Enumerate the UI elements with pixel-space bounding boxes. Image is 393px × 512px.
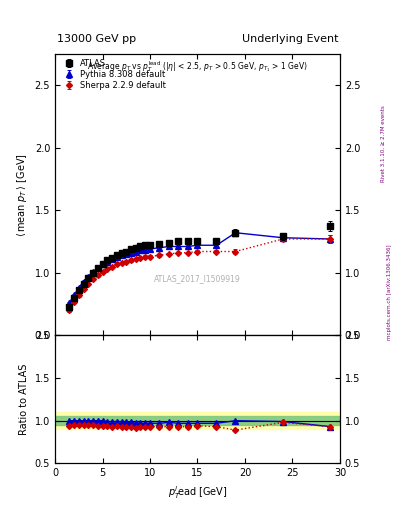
Text: Average $p_T$ vs $p_T^{\rm lead}$ ($|\eta|$ < 2.5, $p_T$ > 0.5 GeV, $p_{T_1}$ > : Average $p_T$ vs $p_T^{\rm lead}$ ($|\et… xyxy=(87,59,308,74)
Y-axis label: Ratio to ATLAS: Ratio to ATLAS xyxy=(19,364,29,435)
Text: mcplots.cern.ch [arXiv:1306.3436]: mcplots.cern.ch [arXiv:1306.3436] xyxy=(387,244,391,339)
Text: ATLAS_2017_I1509919: ATLAS_2017_I1509919 xyxy=(154,274,241,284)
X-axis label: $p_T^l\!$ead [GeV]: $p_T^l\!$ead [GeV] xyxy=(168,484,227,501)
Text: 13000 GeV pp: 13000 GeV pp xyxy=(57,33,136,44)
Legend: ATLAS, Pythia 8.308 default, Sherpa 2.2.9 default: ATLAS, Pythia 8.308 default, Sherpa 2.2.… xyxy=(58,57,169,93)
Bar xyxy=(55,412,340,429)
Bar xyxy=(55,416,340,425)
Text: Underlying Event: Underlying Event xyxy=(242,33,339,44)
Text: Rivet 3.1.10, ≥ 2.7M events: Rivet 3.1.10, ≥ 2.7M events xyxy=(381,105,386,182)
Y-axis label: $\langle\,\mathrm{mean}\;p_T\,\rangle$ [GeV]: $\langle\,\mathrm{mean}\;p_T\,\rangle$ [… xyxy=(15,153,29,237)
